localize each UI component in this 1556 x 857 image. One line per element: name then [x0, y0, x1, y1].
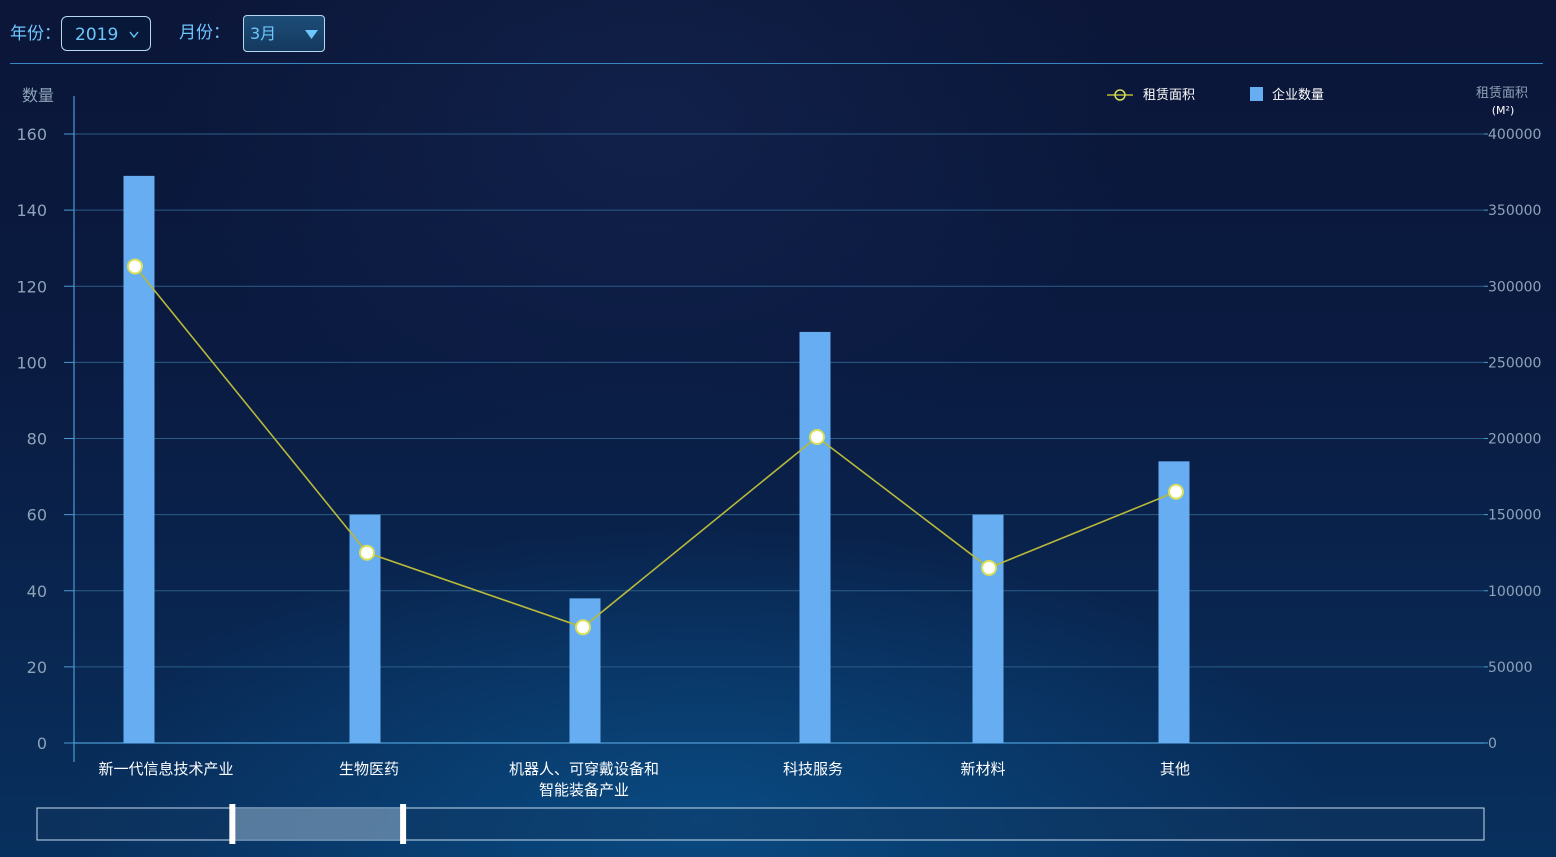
category-label: 新一代信息技术产业 — [98, 760, 233, 778]
right-tick-label: 100000 — [1488, 584, 1541, 600]
left-tick-label: 40 — [27, 582, 47, 601]
right-tick-label: 150000 — [1488, 508, 1541, 524]
data-zoom-slider[interactable] — [36, 804, 1485, 844]
right-tick-label: 0 — [1488, 736, 1497, 752]
lease-area-line — [134, 265, 1177, 629]
right-axis-unit: (M²) — [1492, 104, 1514, 117]
zoom-handle-start[interactable] — [229, 804, 236, 844]
right-axis-title: 租赁面积 — [1476, 86, 1528, 101]
left-tick-label: 120 — [16, 277, 47, 296]
line-point[interactable] — [981, 559, 997, 576]
chevron-down-icon — [129, 31, 139, 39]
left-axis-title: 数量 — [22, 86, 54, 105]
caret-down-icon — [305, 30, 318, 39]
zoom-window[interactable] — [232, 809, 404, 839]
category-label: 生物医药 — [339, 760, 399, 778]
right-tick-label: 200000 — [1488, 432, 1541, 448]
legend-bar-swatch — [1250, 87, 1263, 101]
bar[interactable] — [799, 331, 831, 743]
left-tick-label: 0 — [37, 734, 47, 753]
left-tick-label: 140 — [16, 201, 47, 220]
month-value: 3月 — [250, 24, 277, 43]
left-tick-label: 80 — [27, 430, 47, 449]
line-series-lease-area — [127, 258, 1184, 636]
left-tick-label: 160 — [16, 125, 47, 144]
filter-bar: 年份： 2019 月份： 3月 — [0, 0, 1556, 64]
left-tick-label: 60 — [27, 506, 47, 525]
right-tick-label: 250000 — [1488, 355, 1541, 371]
year-value: 2019 — [75, 25, 119, 45]
right-tick-label: 350000 — [1488, 203, 1541, 219]
legend-company-count-label: 企业数量 — [1272, 87, 1324, 103]
line-point[interactable] — [809, 428, 825, 445]
right-tick-label: 50000 — [1488, 660, 1533, 676]
left-tick-label: 20 — [27, 658, 47, 677]
grid-lines — [74, 133, 1484, 668]
month-select[interactable]: 3月 — [243, 15, 325, 52]
year-label: 年份： — [10, 24, 61, 44]
axes: 0 20 40 60 80 100 120 140 160 0 50000 100000 150000 2… — [16, 86, 1541, 799]
bar[interactable] — [972, 514, 1004, 743]
legend-lease-area-label: 租赁面积 — [1143, 88, 1195, 103]
category-label: 科技服务 — [783, 760, 843, 778]
line-point[interactable] — [575, 619, 591, 636]
left-tick-label: 100 — [16, 353, 47, 372]
category-label: 机器人、可穿戴设备和智能装备产业 — [509, 760, 659, 799]
zoom-handle-end[interactable] — [400, 804, 407, 844]
line-point[interactable] — [359, 544, 375, 561]
bar[interactable] — [1158, 461, 1190, 743]
right-tick-label: 400000 — [1488, 127, 1541, 143]
bar-series-company-count — [123, 175, 1190, 743]
category-label: 新材料 — [960, 760, 1005, 778]
month-label: 月份： — [179, 23, 230, 43]
header-divider — [10, 63, 1543, 64]
legend-line-marker — [1114, 89, 1126, 101]
legend: 租赁面积 企业数量 — [1107, 87, 1324, 103]
right-tick-label: 300000 — [1488, 279, 1541, 295]
line-point[interactable] — [127, 258, 143, 275]
line-point[interactable] — [1168, 483, 1184, 500]
year-select[interactable]: 2019 — [61, 16, 151, 51]
category-label: 其他 — [1160, 760, 1190, 778]
